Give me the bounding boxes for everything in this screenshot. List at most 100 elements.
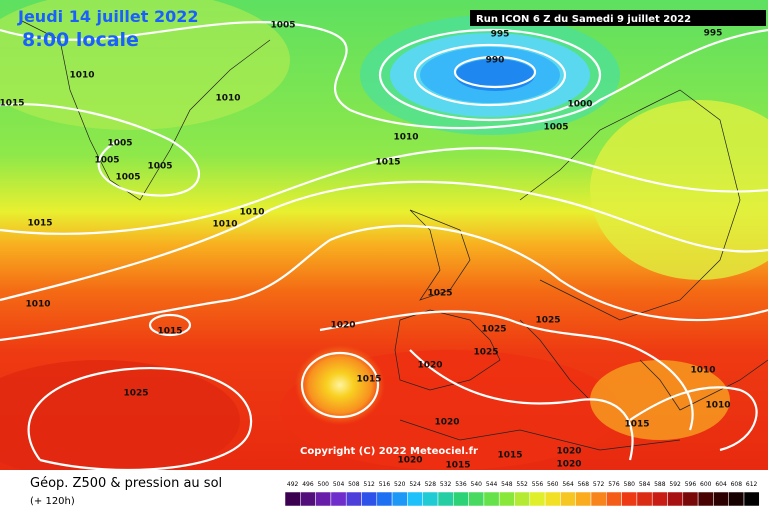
scale-swatch (529, 491, 546, 507)
isobar-label: 1000 (567, 100, 592, 110)
scale-label: 592 (669, 481, 681, 488)
isobar-label: 1025 (481, 325, 506, 335)
scale-label: 596 (685, 481, 697, 488)
isobar-label: 995 (704, 29, 723, 39)
scale-label: 528 (425, 481, 437, 488)
scale-swatch (621, 491, 638, 507)
scale-swatch (651, 491, 668, 507)
run-label: Run ICON 6 Z du Samedi 9 juillet 2022 (476, 14, 691, 25)
isobar-label: 1025 (473, 348, 498, 358)
scale-label: 548 (501, 481, 513, 488)
scale-swatch (391, 491, 408, 507)
isobar-label: 1015 (0, 99, 25, 109)
scale-swatch (575, 491, 592, 507)
isobar-label: 1005 (543, 123, 568, 133)
run-box (470, 10, 766, 26)
scale-label: 512 (363, 481, 375, 488)
scale-swatch (636, 491, 653, 507)
isobar-label: 1025 (427, 289, 452, 299)
isobar-label: 1010 (25, 300, 50, 310)
isobar-label: 1015 (157, 327, 182, 337)
scale-label: 608 (731, 481, 743, 488)
scale-swatch (697, 491, 714, 507)
scale-swatch (422, 491, 439, 507)
scale-swatch (682, 491, 699, 507)
scale-label: 500 (318, 481, 330, 488)
legend-title: Géop. Z500 & pression au sol (30, 476, 222, 491)
isobar-label: 1015 (624, 420, 649, 430)
isobar-label: 1015 (356, 375, 381, 385)
isobar-labels: 1005 1010 1015 1010 1005 1005 1005 1005 … (0, 21, 731, 471)
scale-swatch (300, 491, 316, 507)
scale-label: 568 (578, 481, 590, 488)
isobar-label: 995 (491, 30, 510, 40)
scale-label: 504 (333, 481, 345, 488)
isobar-label: 1010 (215, 94, 240, 104)
scale-label: 508 (348, 481, 360, 488)
isobar-label: 990 (486, 56, 505, 66)
isobar-label: 1005 (270, 21, 295, 31)
scale-swatch (713, 491, 729, 507)
isobar-label: 1015 (497, 451, 522, 461)
isobar-label: 1015 (445, 461, 470, 471)
legend-lead: (+ 120h) (30, 496, 75, 507)
isobar-label: 1010 (69, 71, 94, 81)
isobars (0, 21, 768, 472)
scale-swatch (483, 491, 500, 507)
scale-label: 536 (455, 481, 467, 488)
scale-label: 552 (516, 481, 528, 488)
isobar-label: 1020 (397, 456, 422, 466)
scale-label: 524 (409, 481, 421, 488)
scale-swatch (606, 491, 622, 507)
scale-swatch (560, 491, 576, 507)
scale-swatch (345, 491, 362, 507)
scale-swatch (437, 491, 454, 507)
color-scale: 492 496 500 504 508 512 516 520 524 528 532 536 540 5… (284, 481, 760, 507)
copyright: Copyright (C) 2022 Meteociel.fr (300, 446, 478, 457)
scale-label: 604 (715, 481, 727, 488)
isobar-label: 1010 (239, 208, 264, 218)
scale-label: 564 (562, 481, 574, 488)
scale-label: 540 (471, 481, 483, 488)
isobar-label: 1020 (417, 361, 442, 371)
isobar-label: 1020 (330, 321, 355, 331)
isobar-label: 1010 (690, 366, 715, 376)
isobar-label: 1005 (94, 156, 119, 166)
scale-label: 560 (547, 481, 559, 488)
scale-swatch (407, 491, 423, 507)
scale-swatch (468, 491, 485, 507)
scale-label: 600 (700, 481, 712, 488)
isobar-label: 1005 (147, 162, 172, 172)
scale-swatch (544, 491, 561, 507)
isobar-label: 1020 (556, 460, 581, 470)
isobar-label: 1025 (535, 316, 560, 326)
scale-label: 556 (532, 481, 544, 488)
scale-label: 496 (302, 481, 314, 488)
scale-swatch (667, 491, 684, 507)
scale-swatch (330, 491, 347, 507)
isobar-label: 1010 (705, 401, 730, 411)
scale-label: 520 (394, 481, 406, 488)
scale-label: 576 (608, 481, 620, 488)
scale-swatch (498, 491, 515, 507)
scale-label: 584 (639, 481, 651, 488)
scale-label: 492 (287, 481, 299, 488)
scale-swatch (315, 491, 332, 507)
scale-swatch (590, 491, 607, 507)
scale-swatch (743, 491, 760, 507)
scale-swatch (376, 491, 393, 507)
forecast-date: Jeudi 14 juillet 2022 (17, 7, 198, 26)
isobar-label: 1020 (556, 447, 581, 457)
isobar-label: 1010 (393, 133, 418, 143)
scale-label: 544 (486, 481, 498, 488)
scale-swatch (728, 491, 745, 507)
scale-label: 588 (654, 481, 666, 488)
scale-label: 532 (440, 481, 452, 488)
isobar-label: 1015 (375, 158, 400, 168)
forecast-time: 8:00 locale (22, 29, 139, 51)
isobar-label: 1010 (212, 220, 237, 230)
isobar-label: 1020 (434, 418, 459, 428)
scale-label: 612 (746, 481, 758, 488)
scale-swatch (453, 491, 469, 507)
